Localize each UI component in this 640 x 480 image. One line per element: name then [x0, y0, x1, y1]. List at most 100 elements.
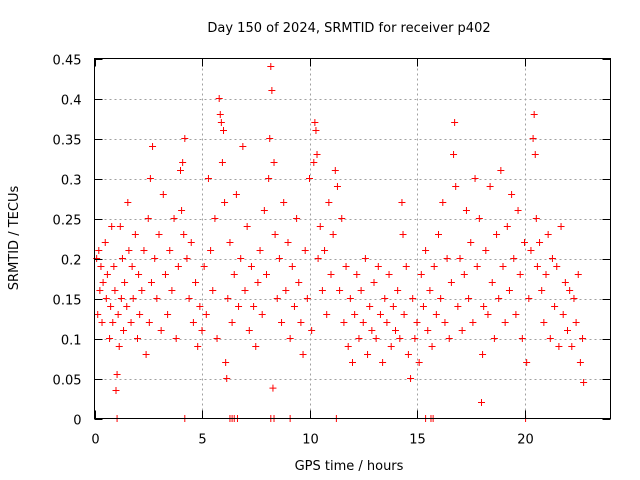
data-point	[553, 263, 561, 270]
data-point	[241, 287, 249, 294]
data-point	[572, 319, 580, 326]
data-point	[140, 247, 148, 254]
data-point	[118, 255, 126, 262]
data-point	[508, 191, 516, 198]
data-point	[482, 247, 490, 254]
data-point	[488, 279, 496, 286]
data-point	[338, 215, 346, 222]
data-point	[346, 295, 354, 302]
data-point	[116, 223, 124, 230]
data-point	[299, 351, 307, 358]
data-point	[521, 239, 528, 246]
data-point	[399, 231, 407, 238]
data-point	[142, 351, 150, 358]
data-point	[207, 247, 215, 254]
data-point	[538, 287, 546, 294]
data-point	[172, 335, 180, 342]
data-point	[181, 135, 189, 142]
data-point	[263, 271, 270, 278]
data-point	[387, 343, 395, 350]
data-point	[336, 287, 344, 294]
data-point	[125, 247, 133, 254]
data-point	[555, 343, 563, 350]
data-point	[129, 295, 137, 302]
data-point	[566, 287, 574, 294]
data-point	[179, 159, 187, 166]
data-point	[411, 335, 419, 342]
data-point	[228, 319, 236, 326]
data-point	[99, 279, 107, 286]
data-point	[389, 303, 397, 310]
data-point	[215, 95, 223, 102]
data-point	[124, 199, 132, 206]
data-point	[223, 375, 231, 382]
y-axis-label: SRMTID / TECUs	[7, 186, 22, 291]
data-point	[544, 231, 552, 238]
data-point	[101, 239, 109, 246]
data-point	[97, 263, 105, 270]
y-tick-label: 0	[73, 414, 81, 429]
data-point	[273, 295, 281, 302]
data-point	[404, 351, 412, 358]
data-point	[452, 183, 460, 190]
data-point	[497, 167, 505, 174]
data-point	[149, 143, 157, 150]
data-point	[178, 207, 186, 214]
data-point	[486, 183, 494, 190]
data-point	[376, 311, 384, 318]
data-point	[220, 127, 227, 134]
data-point	[303, 295, 311, 302]
data-point	[557, 223, 565, 230]
data-point	[183, 255, 191, 262]
data-point	[117, 295, 125, 302]
data-point	[424, 327, 432, 334]
data-point	[413, 319, 421, 326]
data-point	[443, 255, 451, 262]
data-point	[275, 255, 283, 262]
data-point	[136, 311, 144, 318]
data-point	[103, 271, 111, 278]
data-point	[230, 271, 238, 278]
data-point	[288, 263, 296, 270]
grid-lines	[94, 58, 611, 419]
data-point	[192, 279, 200, 286]
data-point	[157, 327, 165, 334]
data-point	[110, 263, 118, 270]
y-tick-label: 0.25	[53, 214, 82, 229]
data-point	[113, 371, 121, 378]
data-point	[164, 311, 172, 318]
data-point	[271, 231, 279, 238]
data-point	[570, 295, 578, 302]
data-point	[177, 167, 184, 174]
data-point	[128, 263, 136, 270]
data-point	[456, 255, 464, 262]
data-point	[503, 223, 511, 230]
data-point	[161, 271, 169, 278]
data-point	[98, 319, 106, 326]
data-point	[445, 335, 453, 342]
data-point	[462, 207, 470, 214]
data-point	[383, 319, 391, 326]
data-point	[284, 239, 292, 246]
data-point	[518, 335, 526, 342]
data-point	[514, 207, 522, 214]
data-point	[432, 311, 440, 318]
data-point	[224, 295, 232, 302]
data-point	[260, 207, 268, 214]
data-point	[146, 175, 154, 182]
data-point	[342, 263, 350, 270]
data-point	[187, 239, 195, 246]
data-point	[258, 311, 266, 318]
data-point	[239, 143, 247, 150]
data-point	[209, 287, 217, 294]
data-point	[168, 287, 176, 294]
y-tick-label: 0.1	[61, 334, 82, 349]
data-point	[451, 119, 459, 126]
data-point	[166, 247, 174, 254]
data-point	[232, 191, 240, 198]
data-point	[185, 295, 193, 302]
data-point	[306, 175, 313, 182]
data-point	[155, 231, 163, 238]
data-point	[174, 263, 182, 270]
